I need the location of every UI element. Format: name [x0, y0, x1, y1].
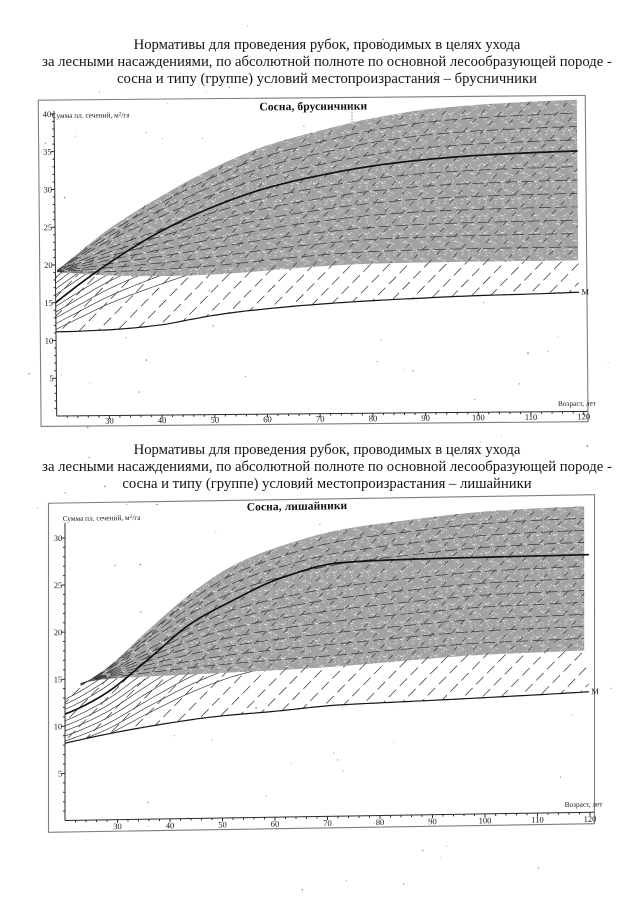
svg-text:35: 35 — [43, 147, 52, 157]
svg-text:50: 50 — [211, 415, 220, 425]
svg-text:70: 70 — [316, 414, 325, 424]
svg-text:50: 50 — [218, 819, 226, 829]
svg-text:120: 120 — [584, 814, 597, 824]
svg-text:Сосна, брусничники: Сосна, брусничники — [259, 100, 367, 113]
svg-text:60: 60 — [263, 414, 272, 424]
svg-text:90: 90 — [428, 816, 436, 826]
svg-text:5: 5 — [58, 768, 62, 778]
svg-text:5: 5 — [49, 373, 53, 383]
svg-text:110: 110 — [531, 814, 543, 824]
svg-text:10: 10 — [54, 721, 62, 731]
svg-text:25: 25 — [44, 222, 53, 232]
svg-text:40: 40 — [43, 109, 52, 119]
svg-text:100: 100 — [479, 815, 492, 825]
svg-text:20: 20 — [44, 260, 53, 270]
svg-text:30: 30 — [105, 416, 114, 426]
svg-text:Сумма пл. сечений, м2/га: Сумма пл. сечений, м2/га — [63, 513, 142, 523]
svg-text:30: 30 — [113, 821, 121, 831]
svg-text:25: 25 — [54, 580, 62, 590]
svg-text:Возраст, лет: Возраст, лет — [558, 399, 597, 408]
svg-text:90: 90 — [421, 413, 430, 423]
svg-text:20: 20 — [54, 627, 62, 637]
svg-text:Сосна, лишайники: Сосна, лишайники — [247, 500, 348, 514]
svg-text:40: 40 — [166, 820, 174, 830]
svg-text:80: 80 — [376, 817, 384, 827]
svg-text:М: М — [591, 686, 599, 696]
svg-text:110: 110 — [525, 412, 538, 422]
svg-text:80: 80 — [369, 413, 378, 423]
svg-text:Возраст, лет: Возраст, лет — [565, 799, 604, 809]
svg-text:100: 100 — [472, 412, 485, 422]
svg-text:30: 30 — [54, 533, 62, 543]
svg-text:15: 15 — [44, 298, 53, 308]
svg-text:30: 30 — [43, 184, 52, 194]
svg-text:15: 15 — [54, 674, 62, 684]
svg-text:Сумма пл. сечений, м2/га: Сумма пл. сечений, м2/га — [52, 110, 131, 120]
svg-text:120: 120 — [577, 411, 590, 421]
svg-text:М: М — [581, 287, 589, 297]
svg-text:60: 60 — [271, 819, 279, 829]
svg-text:40: 40 — [158, 415, 167, 425]
svg-text:70: 70 — [323, 818, 331, 828]
svg-text:10: 10 — [45, 336, 54, 346]
